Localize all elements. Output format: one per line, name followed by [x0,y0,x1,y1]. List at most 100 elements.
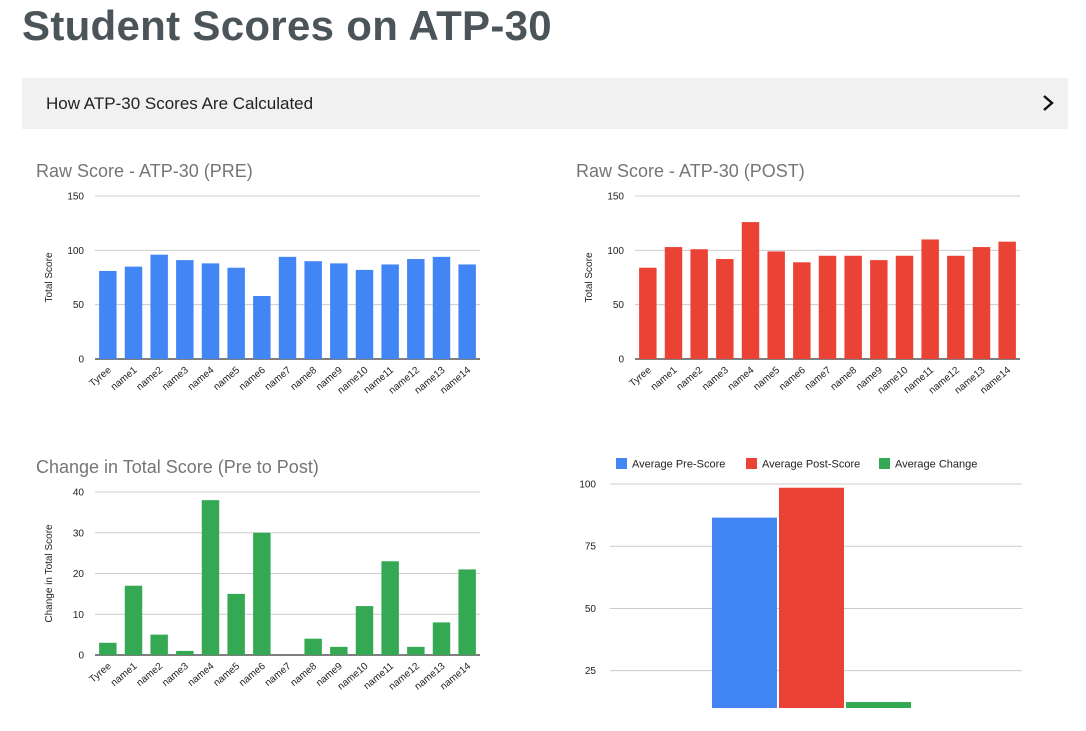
bar-name5 [227,593,245,655]
x-tick-label: name2 [135,365,166,393]
y-tick-label: 150 [67,192,84,203]
y-tick-label: 50 [73,300,85,311]
x-tick-label: name8 [289,661,320,689]
bar-name14 [458,264,476,359]
bar-name9 [870,260,888,359]
bar-average-change [846,702,911,708]
x-tick-label: name3 [160,365,191,393]
y-axis-title: Total Score [44,252,55,302]
bar-name7 [818,255,837,359]
y-tick-label: 100 [607,246,624,257]
x-tick-label: name7 [803,365,834,393]
bar-name11 [381,561,399,655]
bar-name9 [330,646,348,655]
x-tick-label: name6 [237,365,268,393]
x-tick-label: name4 [186,661,217,689]
y-tick-label: 25 [585,666,597,677]
bar-name12 [407,646,425,655]
x-tick-label: name2 [675,365,706,393]
x-tick-label: name5 [212,365,243,393]
accordion-label: How ATP-30 Scores Are Calculated [46,94,314,113]
y-tick-label: 0 [78,355,84,366]
y-tick-label: 50 [585,604,597,615]
y-tick-label: 10 [73,610,85,621]
bar-name8 [304,638,322,655]
bar-name8 [304,261,322,359]
legend-label: Average Change [895,459,977,471]
x-tick-label: name3 [700,365,731,393]
x-tick-label: name1 [109,661,140,689]
x-tick-label: name1 [109,365,140,393]
bar-name11 [921,239,939,359]
bar-name14 [998,241,1016,359]
x-tick-label: name4 [726,365,757,393]
change-score-chart: Change in Total Score (Pre to Post) 0 10 20… [36,457,480,693]
x-tick-label: name6 [777,365,808,393]
legend-swatch [616,458,627,469]
post-score-chart: Raw Score - ATP-30 (POST) 0 50 100 150 Total … [576,161,1020,397]
chart-title: Raw Score - ATP-30 (PRE) [36,161,253,181]
bar-name4 [201,263,220,359]
bar-name3 [716,259,734,359]
bar-name13 [972,247,991,359]
bar-name13 [432,256,451,359]
x-tick-label: name5 [212,661,243,689]
x-tick-label: name5 [752,365,783,393]
bar-name7 [278,256,297,359]
bar-name5 [767,251,785,359]
x-tick-label: name6 [237,661,268,689]
bar-name10 [355,606,374,655]
y-tick-label: 20 [73,569,85,580]
y-tick-label: 100 [67,246,84,257]
pre-score-chart: Raw Score - ATP-30 (PRE) 0 50 100 150 Total S… [36,161,480,397]
y-tick-label: 40 [73,488,85,499]
bar-name9 [330,263,348,359]
bar-name2 [150,254,168,359]
x-tick-label: name3 [160,661,191,689]
x-tick-label: name1 [649,365,680,393]
bar-name12 [947,255,965,359]
bar-name10 [895,255,914,359]
y-tick-label: 50 [613,300,625,311]
bar-name11 [381,264,399,359]
page-title: Student Scores on ATP-30 [22,2,552,49]
bar-name4 [201,500,220,655]
bar-name8 [844,255,862,359]
y-tick-label: 0 [78,651,84,662]
x-tick-label: name7 [263,365,294,393]
bar-average-post-score [779,487,844,708]
x-tick-label: name8 [289,365,320,393]
bar-name10 [355,269,374,359]
bar-name1 [124,585,143,655]
y-tick-label: 0 [618,355,624,366]
y-axis-title: Change in Total Score [44,524,55,623]
how-scores-calculated-accordion[interactable]: How ATP-30 Scores Are Calculated [22,78,1068,129]
bar-average-pre-score [712,517,777,708]
averages-chart: Average Pre-Score Average Post-Score Avera… [579,458,1022,708]
x-tick-label: name4 [186,365,217,393]
x-tick-label: name7 [263,661,294,689]
chart-title: Change in Total Score (Pre to Post) [36,457,319,477]
bar-name4 [741,222,760,359]
legend-label: Average Post-Score [762,459,860,471]
bar-name2 [690,249,708,359]
bar-name5 [227,267,245,359]
bar-Tyree [639,267,657,359]
bar-Tyree [99,642,117,655]
bar-name12 [407,259,425,359]
chevron-right-icon [1043,95,1054,111]
bar-name1 [124,266,143,359]
bar-name2 [150,634,168,655]
y-tick-label: 150 [607,192,624,203]
y-tick-label: 30 [73,528,85,539]
x-tick-label: name2 [135,661,166,689]
bar-Tyree [99,270,117,359]
chart-title: Raw Score - ATP-30 (POST) [576,161,805,181]
bar-name6 [253,532,271,655]
y-tick-label: 75 [585,542,597,553]
bar-name6 [253,295,271,359]
y-axis-title: Total Score [584,252,595,302]
bar-name14 [458,569,476,655]
bar-name3 [176,260,194,359]
